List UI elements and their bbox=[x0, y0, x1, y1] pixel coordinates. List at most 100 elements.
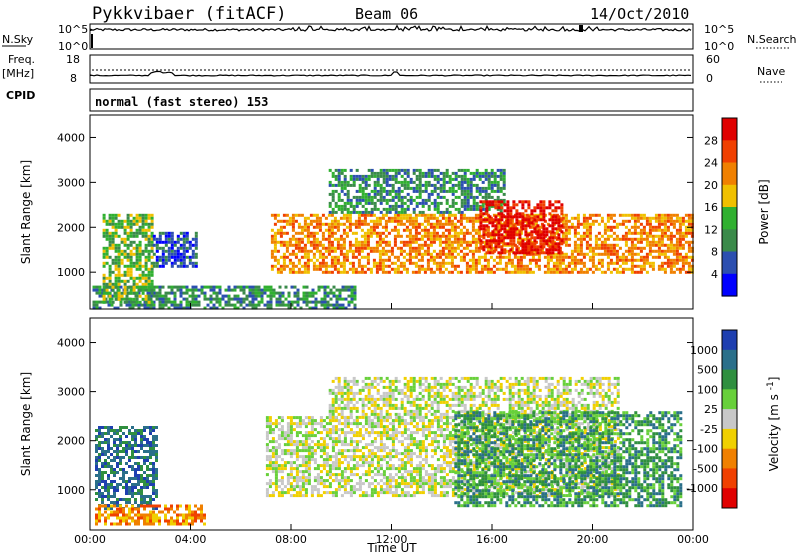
heatmap-cell bbox=[621, 234, 625, 238]
heatmap-cell bbox=[295, 422, 299, 426]
heatmap-cell bbox=[463, 168, 467, 172]
heatmap-cell bbox=[364, 210, 368, 214]
heatmap-cell bbox=[351, 252, 355, 256]
heatmap-cell bbox=[472, 195, 476, 199]
heatmap-cell bbox=[600, 246, 604, 250]
heatmap-cell bbox=[348, 246, 352, 250]
heatmap-cell bbox=[167, 237, 171, 241]
heatmap-cell bbox=[690, 246, 694, 250]
heatmap-cell bbox=[353, 291, 357, 295]
heatmap-cell bbox=[317, 300, 321, 304]
heatmap-cell bbox=[418, 446, 422, 450]
heatmap-cell bbox=[147, 279, 151, 283]
heatmap-cell bbox=[391, 449, 395, 453]
heatmap-cell bbox=[343, 168, 347, 172]
heatmap-cell bbox=[624, 261, 628, 265]
heatmap-cell bbox=[95, 288, 99, 292]
heatmap-cell bbox=[477, 261, 481, 265]
heatmap-cell bbox=[105, 285, 109, 289]
heatmap-cell bbox=[147, 273, 151, 277]
heatmap-cell bbox=[337, 422, 341, 426]
heatmap-cell bbox=[469, 479, 473, 483]
heatmap-cell bbox=[427, 482, 431, 486]
heatmap-cell bbox=[161, 249, 165, 253]
heatmap-cell bbox=[500, 206, 504, 210]
heatmap-cell bbox=[291, 261, 295, 265]
heatmap-cell bbox=[438, 252, 442, 256]
heatmap-cell bbox=[570, 261, 574, 265]
heatmap-cell bbox=[585, 270, 589, 274]
heatmap-cell bbox=[170, 243, 174, 247]
heatmap-cell bbox=[309, 258, 313, 262]
heatmap-cell bbox=[272, 291, 276, 295]
heatmap-cell bbox=[522, 264, 526, 268]
heatmap-cell bbox=[334, 428, 338, 432]
heatmap-cell bbox=[164, 300, 168, 304]
heatmap-cell bbox=[346, 431, 350, 435]
heatmap-cell bbox=[606, 252, 610, 256]
heatmap-cell bbox=[366, 222, 370, 226]
heatmap-cell bbox=[482, 212, 486, 216]
heatmap-cell bbox=[393, 216, 397, 220]
heatmap-cell bbox=[254, 285, 258, 289]
heatmap-cell bbox=[343, 201, 347, 205]
freq-frame bbox=[89, 54, 694, 84]
heatmap-cell bbox=[433, 476, 437, 480]
heatmap-cell bbox=[277, 416, 281, 420]
heatmap-cell bbox=[474, 219, 478, 223]
heatmap-cell bbox=[331, 425, 335, 429]
heatmap-cell bbox=[515, 221, 519, 225]
heatmap-cell bbox=[340, 207, 344, 211]
heatmap-cell bbox=[385, 210, 389, 214]
heatmap-cell bbox=[530, 251, 534, 255]
heatmap-cell bbox=[406, 422, 410, 426]
heatmap-cell bbox=[426, 219, 430, 223]
heatmap-cell bbox=[579, 252, 583, 256]
heatmap-cell bbox=[435, 267, 439, 271]
heatmap-cell bbox=[314, 303, 318, 307]
heatmap-cell bbox=[441, 234, 445, 238]
heatmap-cell bbox=[418, 171, 422, 175]
heatmap-cell bbox=[347, 285, 351, 289]
heatmap-cell bbox=[666, 213, 670, 217]
heatmap-cell bbox=[463, 180, 467, 184]
heatmap-cell bbox=[283, 461, 287, 465]
heatmap-cell bbox=[394, 207, 398, 211]
heatmap-cell bbox=[273, 234, 277, 238]
heatmap-cell bbox=[308, 294, 312, 298]
heatmap-cell bbox=[306, 237, 310, 241]
heatmap-cell bbox=[542, 233, 546, 237]
heatmap-cell bbox=[218, 288, 222, 292]
heatmap-cell bbox=[408, 237, 412, 241]
heatmap-cell bbox=[681, 243, 685, 247]
heatmap-cell bbox=[391, 446, 395, 450]
heatmap-cell bbox=[150, 285, 154, 289]
heatmap-cell bbox=[474, 243, 478, 247]
heatmap-cell bbox=[117, 243, 121, 247]
heatmap-cell bbox=[666, 261, 670, 265]
heatmap-cell bbox=[337, 440, 341, 444]
heatmap-cell bbox=[621, 219, 625, 223]
freq-tick-top: 18 bbox=[66, 53, 80, 66]
heatmap-cell bbox=[369, 234, 373, 238]
heatmap-cell bbox=[515, 248, 519, 252]
heatmap-cell bbox=[268, 419, 272, 423]
heatmap-cell bbox=[427, 171, 431, 175]
heatmap-cell bbox=[346, 482, 350, 486]
heatmap-cell bbox=[331, 461, 335, 465]
heatmap-cell bbox=[274, 446, 278, 450]
heatmap-cell bbox=[303, 270, 307, 274]
heatmap-cell bbox=[466, 455, 470, 459]
heatmap-cell bbox=[405, 270, 409, 274]
heatmap-cell bbox=[436, 440, 440, 444]
heatmap-cell bbox=[326, 291, 330, 295]
heatmap-cell bbox=[456, 237, 460, 241]
heatmap-cell bbox=[394, 431, 398, 435]
heatmap-cell bbox=[660, 261, 664, 265]
heatmap-cell bbox=[396, 246, 400, 250]
heatmap-cell bbox=[265, 455, 269, 459]
heatmap-cell bbox=[663, 255, 667, 259]
heatmap-cell bbox=[403, 177, 407, 181]
heatmap-cell bbox=[451, 198, 455, 202]
heatmap-cell bbox=[448, 186, 452, 190]
